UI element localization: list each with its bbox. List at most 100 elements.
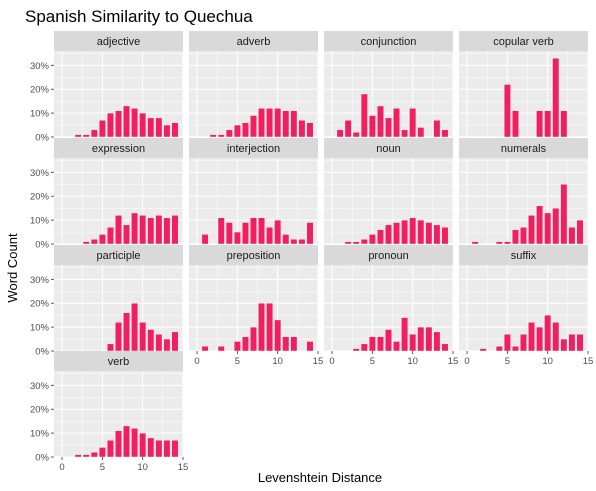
y-tick-label: 10% <box>30 323 50 334</box>
bar-adverb-8 <box>258 108 265 138</box>
bar-verb-7 <box>115 430 122 458</box>
bar-noun-3 <box>352 241 360 245</box>
bar-noun-13 <box>433 224 441 245</box>
bar-participle-11 <box>147 329 155 352</box>
bar-expression-4 <box>90 239 98 245</box>
bar-verb-3 <box>82 454 90 458</box>
bar-suffix-4 <box>495 346 503 352</box>
facet-panel-adverb: adverb <box>189 31 319 138</box>
bar-adverb-11 <box>282 110 290 138</box>
bar-interjection-13 <box>298 239 306 245</box>
facet-strip <box>189 138 318 158</box>
bar-expression-10 <box>139 215 147 245</box>
bar-pronoun-6 <box>377 336 384 352</box>
x-tick-label: 5 <box>370 356 375 367</box>
x-tick-label: 5 <box>100 462 105 473</box>
facet-label: participle <box>96 250 140 262</box>
x-tick-label: 10 <box>542 356 553 367</box>
bar-preposition-11 <box>282 336 290 352</box>
x-tick-label: 10 <box>137 462 148 473</box>
facet-label: suffix <box>511 250 537 262</box>
facet-panel-participle: participle 0% 10% 20% 30% <box>30 245 184 358</box>
bar-noun-5 <box>368 234 376 245</box>
facet-label: copular verb <box>493 36 554 48</box>
bar-suffix-12 <box>560 338 568 352</box>
bar-adverb-13 <box>298 120 306 138</box>
bar-numerals-11 <box>552 207 560 245</box>
facet-grid: adjective 0% 10% 20% 30% adverb conjunction cop… <box>30 31 593 473</box>
bar-conjunction-11 <box>417 127 425 138</box>
y-tick-label: 0% <box>35 133 49 144</box>
bar-interjection-14 <box>306 222 314 245</box>
bar-adjective-12 <box>155 117 163 138</box>
bar-participle-8 <box>123 312 130 352</box>
bar-verb-12 <box>155 440 163 458</box>
bar-numerals-7 <box>520 227 527 245</box>
bar-copular-verb-9 <box>536 110 544 138</box>
bar-expression-13 <box>163 217 171 245</box>
bar-adjective-8 <box>123 105 130 138</box>
facet-strip <box>54 31 183 51</box>
bar-adjective-7 <box>115 110 122 138</box>
x-tick-label: 5 <box>235 356 240 367</box>
bar-noun-12 <box>425 222 433 245</box>
bar-suffix-14 <box>576 334 584 352</box>
panel-background <box>459 51 588 137</box>
x-tick-label: 15 <box>448 356 459 367</box>
bar-interjection-3 <box>217 217 225 245</box>
facet-panel-noun: noun <box>324 138 454 245</box>
bar-participle-13 <box>163 338 171 352</box>
bar-suffix-8 <box>528 322 535 352</box>
bar-conjunction-9 <box>401 129 409 138</box>
x-tick-label: 0 <box>464 356 469 367</box>
bar-conjunction-7 <box>385 117 392 138</box>
bar-suffix-13 <box>568 334 576 352</box>
bar-conjunction-5 <box>368 115 376 138</box>
y-tick-label: 0% <box>35 347 49 358</box>
bar-noun-8 <box>393 222 400 245</box>
bar-adjective-4 <box>90 129 98 138</box>
bar-noun-4 <box>360 239 368 245</box>
x-tick-label: 15 <box>313 356 324 367</box>
bar-pronoun-4 <box>360 343 368 352</box>
bar-pronoun-9 <box>401 317 409 352</box>
bar-noun-7 <box>385 224 392 245</box>
bar-participle-7 <box>115 322 122 352</box>
facet-label: numerals <box>501 143 547 155</box>
bar-verb-13 <box>163 440 171 458</box>
y-tick-label: 20% <box>30 192 50 203</box>
bar-numerals-13 <box>568 227 576 245</box>
bar-noun-10 <box>409 217 417 245</box>
facet-panel-preposition: preposition 0 5 10 15 <box>189 245 323 367</box>
y-tick-label: 20% <box>30 405 50 416</box>
bar-adverb-7 <box>250 115 257 138</box>
bar-interjection-4 <box>225 222 233 245</box>
bar-conjunction-4 <box>360 93 368 138</box>
bar-pronoun-11 <box>417 326 425 352</box>
bar-preposition-12 <box>290 336 298 352</box>
facet-panel-conjunction: conjunction <box>324 31 454 138</box>
facet-label: pronoun <box>368 250 408 262</box>
facet-label: interjection <box>227 143 280 155</box>
bar-copular-verb-11 <box>552 57 560 138</box>
bar-conjunction-6 <box>377 105 384 138</box>
bar-expression-12 <box>155 215 163 245</box>
facet-strip <box>54 351 183 371</box>
bar-preposition-1 <box>201 346 209 352</box>
bar-conjunction-8 <box>393 108 400 138</box>
bar-verb-9 <box>131 428 139 458</box>
bar-preposition-7 <box>250 326 257 352</box>
bar-numerals-10 <box>544 212 552 245</box>
bar-suffix-11 <box>552 322 560 352</box>
y-tick-label: 30% <box>30 61 50 72</box>
bar-preposition-3 <box>217 346 225 352</box>
x-tick-label: 0 <box>329 356 334 367</box>
x-tick-label: 15 <box>178 462 189 473</box>
bar-participle-10 <box>139 322 147 352</box>
bar-adverb-10 <box>274 108 282 138</box>
bar-numerals-12 <box>560 184 568 245</box>
facet-label: expression <box>92 143 145 155</box>
bar-suffix-5 <box>503 334 511 352</box>
facet-panel-interjection: interjection <box>189 138 319 245</box>
